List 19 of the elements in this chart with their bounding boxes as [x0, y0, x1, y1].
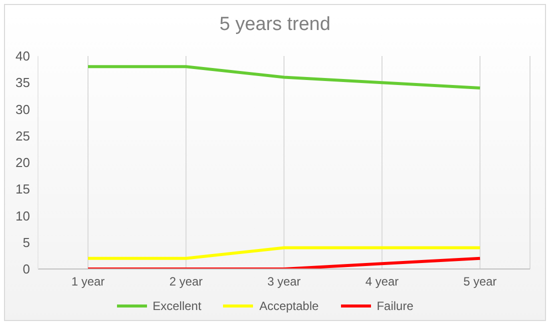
y-tick-label: 25	[16, 128, 30, 144]
legend-label: Acceptable	[259, 299, 319, 313]
y-tick-label: 0	[22, 262, 30, 277]
y-tick-label: 30	[16, 102, 30, 117]
line-series	[86, 65, 482, 90]
y-tick-label: 15	[16, 182, 30, 197]
x-tick-label: 1 year	[71, 274, 105, 289]
y-tick-label: 20	[16, 155, 30, 170]
x-tick-label: 3 year	[267, 274, 301, 289]
x-tick-label: 5 year	[463, 274, 497, 289]
x-tick-label: 2 year	[169, 274, 203, 289]
y-tick-label: 40	[16, 48, 30, 64]
x-tick-label: 4 year	[365, 274, 399, 289]
y-tick-label: 10	[16, 208, 30, 224]
legend-label: Failure	[376, 299, 414, 313]
y-tick-label: 35	[16, 75, 30, 90]
legend-label: Excellent	[152, 299, 202, 313]
y-tick-label: 5	[22, 234, 30, 250]
chart-title: 5 years trend	[218, 14, 332, 36]
